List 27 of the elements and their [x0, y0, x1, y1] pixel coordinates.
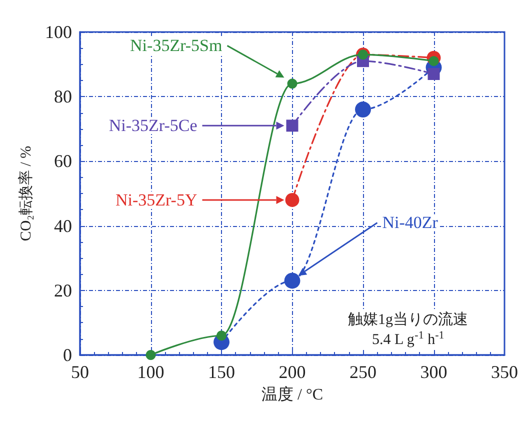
y-axis-title: CO₂転換率 / % — [18, 146, 35, 242]
y-tick-label: 100 — [45, 22, 72, 42]
legend-label: Ni-35Zr-5Y — [115, 190, 198, 210]
legend-label: Ni-35Zr-5Ce — [108, 116, 198, 136]
x-tick-label: 300 — [420, 362, 448, 382]
x-tick-label: 200 — [278, 362, 306, 382]
y-tick-label: 80 — [54, 86, 72, 107]
point — [287, 78, 298, 89]
x-tick-label: 100 — [137, 362, 164, 382]
point — [284, 272, 300, 289]
x-axis-title: 温度 / °C — [261, 386, 324, 404]
point — [355, 102, 371, 118]
y-tick-label: 40 — [54, 216, 72, 236]
x-tick-label: 350 — [491, 362, 518, 382]
point — [286, 120, 298, 132]
x-tick-label: 250 — [350, 362, 376, 382]
point — [216, 330, 226, 341]
y-tick-label: 60 — [54, 151, 72, 172]
x-tick-label: 50 — [71, 362, 89, 382]
point — [428, 68, 440, 80]
text: Ni-40Zr — [382, 213, 438, 232]
y-tick-label: 20 — [54, 280, 72, 300]
text: Ni-35Zr-5Sm — [130, 36, 222, 56]
point — [146, 350, 156, 360]
y-tick-label: 0 — [63, 345, 72, 365]
point — [285, 192, 300, 207]
x-tick-label: 150 — [208, 362, 235, 382]
